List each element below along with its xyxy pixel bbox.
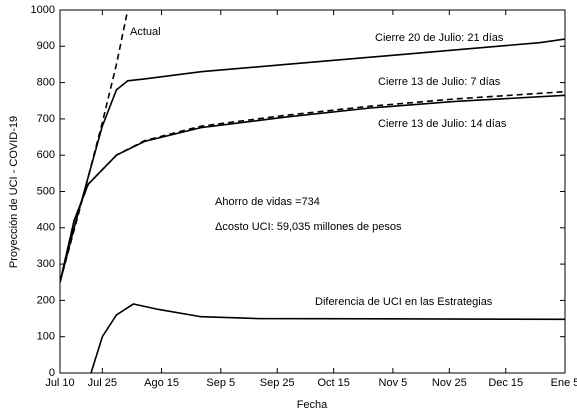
x-tick-label: Jul 25 bbox=[88, 377, 117, 389]
x-tick-label: Dec 15 bbox=[488, 377, 523, 389]
y-axis-label: Proyección de UCI - COVID-19 bbox=[8, 116, 20, 268]
y-tick-label: 1000 bbox=[31, 4, 55, 16]
annotation: Ahorro de vidas =734 bbox=[215, 196, 320, 208]
series-label: Cierre 13 de Julio: 7 días bbox=[378, 76, 501, 88]
series-line bbox=[60, 10, 129, 283]
y-tick-label: 500 bbox=[37, 185, 55, 197]
series-label: Cierre 20 de Julio: 21 días bbox=[375, 32, 504, 44]
x-tick-label: Ago 15 bbox=[144, 377, 179, 389]
y-tick-label: 700 bbox=[37, 113, 55, 125]
x-tick-label: Sep 5 bbox=[206, 377, 235, 389]
y-tick-label: 900 bbox=[37, 40, 55, 52]
series-line bbox=[90, 303, 565, 373]
y-tick-label: 0 bbox=[49, 367, 55, 379]
x-tick-label: Nov 5 bbox=[379, 377, 408, 389]
x-tick-label: Ene 5 bbox=[551, 377, 577, 389]
y-tick-label: 800 bbox=[37, 77, 55, 89]
series-line bbox=[60, 38, 565, 283]
series-label: Actual bbox=[130, 26, 161, 38]
y-tick-label: 300 bbox=[37, 258, 55, 270]
y-tick-label: 100 bbox=[37, 331, 55, 343]
x-tick-label: Sep 25 bbox=[260, 377, 295, 389]
y-tick-label: 600 bbox=[37, 149, 55, 161]
series-line bbox=[60, 94, 565, 283]
x-axis-label: Fecha bbox=[297, 399, 328, 411]
x-tick-label: Oct 15 bbox=[317, 377, 349, 389]
series-label: Cierre 13 de Julio: 14 días bbox=[378, 118, 507, 130]
x-tick-label: Jul 10 bbox=[45, 377, 74, 389]
x-tick-label: Nov 25 bbox=[432, 377, 467, 389]
annotation: Δcosto UCI: 59,035 millones de pesos bbox=[215, 221, 402, 233]
y-tick-label: 200 bbox=[37, 294, 55, 306]
y-tick-label: 400 bbox=[37, 222, 55, 234]
series-label: Diferencia de UCI en las Estrategias bbox=[315, 296, 493, 308]
